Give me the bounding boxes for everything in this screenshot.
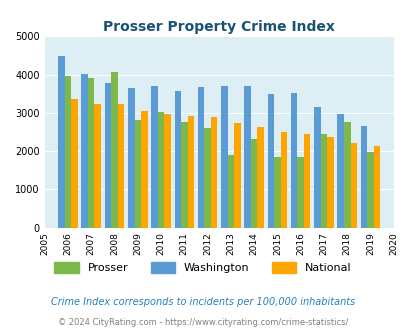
Bar bbox=[71, 99, 77, 228]
Bar bbox=[257, 127, 263, 228]
Bar bbox=[267, 94, 273, 228]
Bar bbox=[111, 72, 117, 228]
Bar bbox=[360, 126, 367, 228]
Bar bbox=[280, 132, 286, 228]
Bar bbox=[88, 78, 94, 228]
Bar bbox=[81, 74, 88, 228]
Bar bbox=[174, 91, 181, 228]
Bar bbox=[350, 144, 356, 228]
Bar bbox=[141, 111, 147, 228]
Bar bbox=[134, 120, 141, 228]
Bar bbox=[94, 104, 101, 228]
Bar bbox=[117, 104, 124, 228]
Bar bbox=[158, 112, 164, 228]
Text: Crime Index corresponds to incidents per 100,000 inhabitants: Crime Index corresponds to incidents per… bbox=[51, 297, 354, 307]
Bar bbox=[151, 86, 158, 228]
Bar bbox=[128, 87, 134, 228]
Bar bbox=[303, 134, 310, 228]
Text: © 2024 CityRating.com - https://www.cityrating.com/crime-statistics/: © 2024 CityRating.com - https://www.city… bbox=[58, 318, 347, 327]
Bar bbox=[164, 115, 171, 228]
Bar bbox=[297, 157, 303, 228]
Bar bbox=[326, 137, 333, 228]
Bar bbox=[250, 139, 257, 228]
Bar bbox=[244, 86, 250, 228]
Bar bbox=[227, 155, 234, 228]
Bar bbox=[367, 152, 373, 228]
Legend: Prosser, Washington, National: Prosser, Washington, National bbox=[54, 262, 351, 273]
Bar bbox=[221, 86, 227, 228]
Bar bbox=[197, 87, 204, 228]
Bar bbox=[337, 114, 343, 228]
Bar bbox=[187, 115, 194, 228]
Bar bbox=[313, 107, 320, 228]
Bar bbox=[204, 128, 210, 228]
Bar bbox=[104, 82, 111, 228]
Bar bbox=[273, 157, 280, 228]
Bar bbox=[58, 56, 64, 228]
Bar bbox=[210, 117, 217, 228]
Bar bbox=[373, 146, 379, 228]
Bar bbox=[290, 93, 297, 228]
Title: Prosser Property Crime Index: Prosser Property Crime Index bbox=[103, 20, 335, 34]
Bar bbox=[320, 134, 326, 228]
Bar bbox=[64, 77, 71, 228]
Bar bbox=[181, 122, 187, 228]
Bar bbox=[234, 123, 240, 228]
Bar bbox=[343, 122, 350, 228]
